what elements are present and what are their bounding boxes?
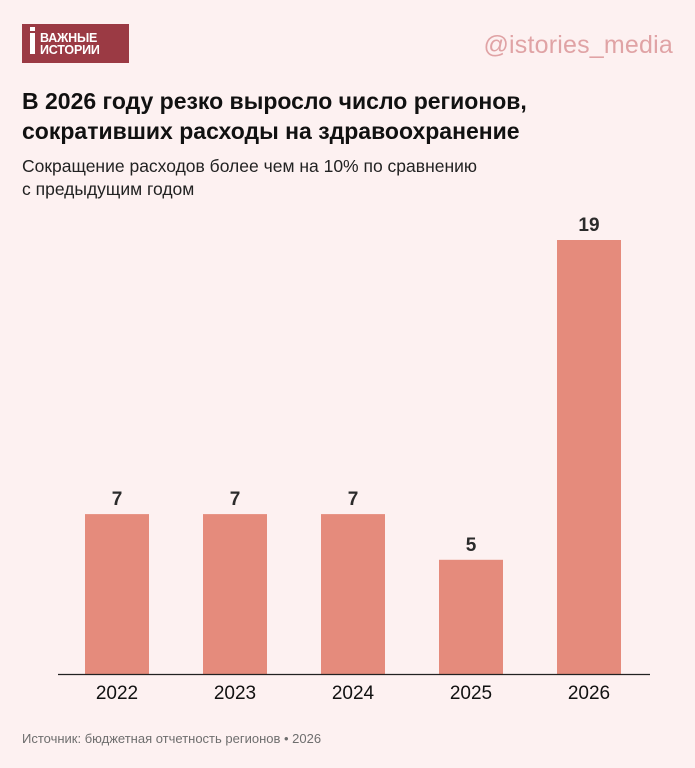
x-tick-label-2026: 2026 [568, 683, 610, 704]
bar-2024 [321, 514, 385, 674]
chart-title-line-2: сокративших расходы на здравоохранение [22, 118, 520, 144]
x-tick-label-2023: 2023 [214, 683, 256, 704]
bar-2026 [557, 240, 621, 674]
data-label-2025: 5 [466, 535, 477, 556]
bar-2022 [85, 514, 149, 674]
data-label-2026: 19 [578, 215, 599, 236]
logo-mark-icon [30, 27, 35, 54]
data-label-2024: 7 [348, 489, 359, 510]
chart-subtitle: Сокращение расходов более чем на 10% по … [22, 155, 672, 201]
source-footer: Источник: бюджетная отчетность регионов … [22, 731, 322, 746]
logo-text: ВАЖНЫЕ ИСТОРИИ [40, 30, 100, 57]
chart-subtitle-line-1: Сокращение расходов более чем на 10% по … [22, 156, 478, 176]
x-tick-label-2025: 2025 [450, 683, 492, 704]
logo-line-2: ИСТОРИИ [40, 42, 100, 57]
chart-subtitle-line-2: с предыдущим годом [22, 179, 195, 199]
social-handle: @istories_media [483, 31, 673, 59]
data-label-2023: 7 [230, 489, 241, 510]
bar-2023 [203, 514, 267, 674]
chart-title-line-1: В 2026 году резко выросло число регионов… [22, 88, 527, 114]
x-tick-label-2024: 2024 [332, 683, 375, 704]
brand-logo: ВАЖНЫЕ ИСТОРИИ [22, 24, 129, 63]
logo-line-1: ВАЖНЫЕ [40, 30, 98, 45]
bar-2025 [439, 559, 503, 674]
x-tick-label-2022: 2022 [96, 683, 138, 704]
chart-title: В 2026 году резко выросло число регионов… [22, 86, 672, 146]
data-label-2022: 7 [112, 489, 123, 510]
